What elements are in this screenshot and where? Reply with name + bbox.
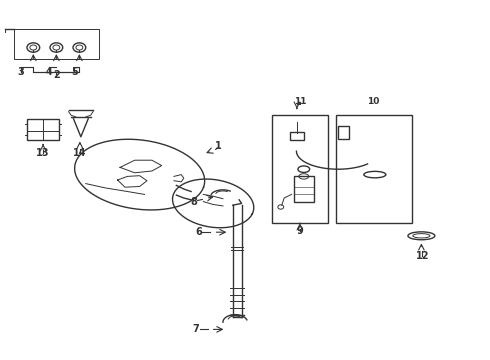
Text: 9: 9 <box>296 226 303 236</box>
Bar <box>338 126 349 139</box>
Bar <box>272 115 328 223</box>
Bar <box>14 29 99 59</box>
Text: 8: 8 <box>190 197 197 207</box>
Bar <box>27 119 59 140</box>
Text: 14: 14 <box>73 148 87 158</box>
Text: 13: 13 <box>36 148 50 158</box>
Text: 4: 4 <box>46 67 52 77</box>
Bar <box>294 176 314 202</box>
Text: 1: 1 <box>215 141 221 151</box>
Bar <box>336 115 412 223</box>
Text: 5: 5 <box>71 67 78 77</box>
Text: 7: 7 <box>193 324 199 334</box>
Text: 2: 2 <box>53 70 60 80</box>
Bar <box>290 132 304 140</box>
Text: 6: 6 <box>195 227 202 237</box>
Text: 10: 10 <box>367 97 380 106</box>
Text: 11: 11 <box>294 97 306 106</box>
Text: 12: 12 <box>416 251 429 261</box>
Text: 3: 3 <box>17 67 24 77</box>
